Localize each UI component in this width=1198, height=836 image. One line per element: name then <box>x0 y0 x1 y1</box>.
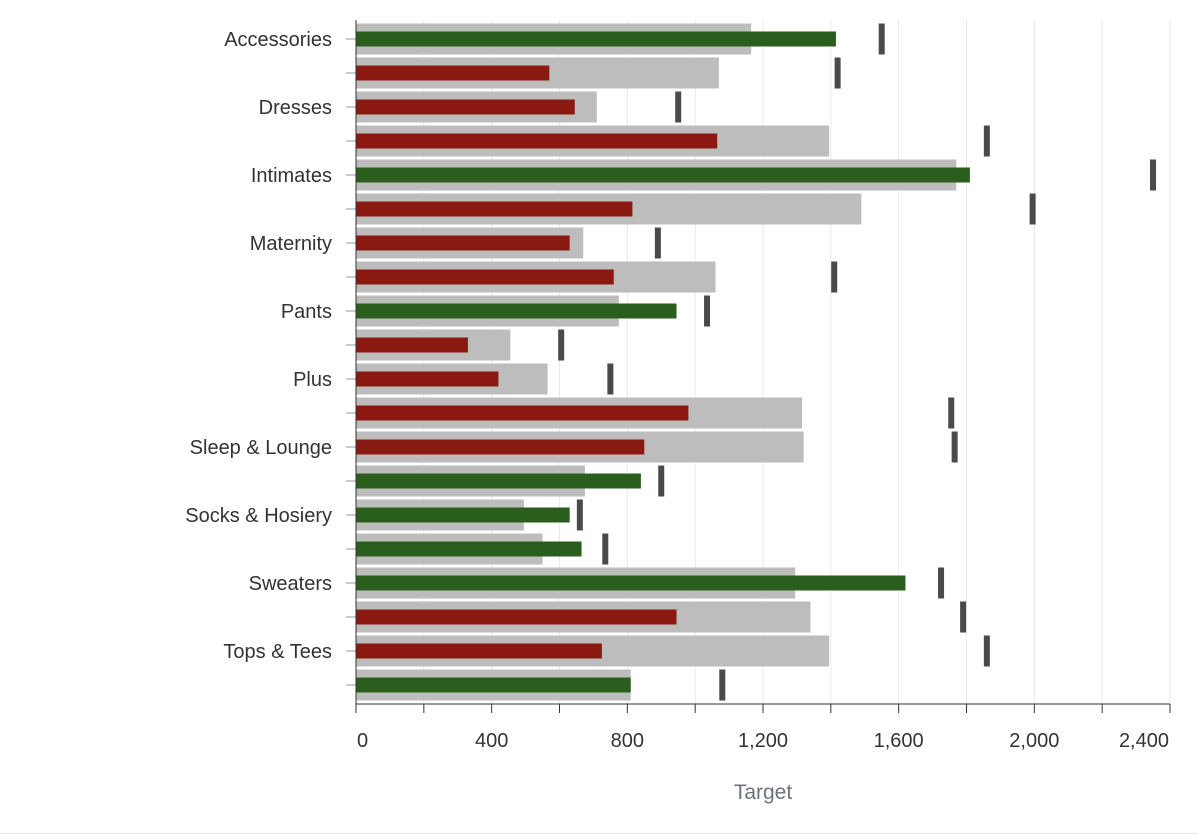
target-marker <box>834 57 841 89</box>
target-marker <box>704 295 711 327</box>
y-tick-label: Plus <box>293 369 332 391</box>
y-tick-label: Pants <box>281 301 332 323</box>
target-marker <box>878 23 885 55</box>
target-marker <box>1029 193 1036 225</box>
y-tick-label: Dresses <box>259 97 332 119</box>
value-bar-above-target <box>356 541 582 557</box>
target-marker <box>983 635 990 667</box>
target-marker <box>607 363 614 395</box>
value-bar-below-target <box>356 643 602 659</box>
value-bar-below-target <box>356 133 718 149</box>
value-bar-below-target <box>356 269 614 285</box>
target-marker <box>951 431 958 463</box>
target-marker <box>948 397 955 429</box>
value-bar-above-target <box>356 167 970 183</box>
target-marker <box>576 499 583 531</box>
x-tick-label: 2,000 <box>1009 730 1059 752</box>
y-tick-label: Sweaters <box>249 573 332 595</box>
x-tick-label: 1,600 <box>874 730 924 752</box>
x-tick-label: 0 <box>357 730 368 752</box>
value-bar-above-target <box>356 473 641 489</box>
target-marker <box>558 329 565 361</box>
target-marker <box>983 125 990 157</box>
x-axis-title: Target <box>734 781 793 804</box>
target-marker <box>658 465 665 497</box>
value-bar-below-target <box>356 337 468 353</box>
y-tick-label: Accessories <box>224 29 332 51</box>
value-bar-below-target <box>356 99 575 115</box>
y-tick-label: Sleep & Lounge <box>190 437 332 459</box>
value-bar-above-target <box>356 303 677 319</box>
y-tick-label: Tops & Tees <box>223 641 332 663</box>
value-bar-below-target <box>356 201 633 217</box>
value-bar-above-target <box>356 575 906 591</box>
value-bar-above-target <box>356 31 836 47</box>
target-marker <box>675 91 682 123</box>
x-tick-label: 800 <box>611 730 644 752</box>
y-tick-label: Socks & Hosiery <box>185 505 332 527</box>
target-marker <box>938 567 945 599</box>
y-tick-label: Maternity <box>250 233 332 255</box>
value-bar-above-target <box>356 507 570 523</box>
target-marker <box>1150 159 1157 191</box>
target-marker <box>654 227 661 259</box>
x-tick-label: 2,400 <box>1119 730 1169 752</box>
value-bar-above-target <box>356 677 631 693</box>
value-bar-below-target <box>356 371 499 387</box>
target-marker <box>831 261 838 293</box>
value-bar-below-target <box>356 235 570 251</box>
value-bar-below-target <box>356 405 689 421</box>
axes-layer: Accessories Dresses Intimates Maternity Pant… <box>185 20 1171 752</box>
y-tick-label: Intimates <box>251 165 332 187</box>
x-tick-label: 1,200 <box>738 730 788 752</box>
x-tick-label: 400 <box>475 730 508 752</box>
value-bar-below-target <box>356 65 550 81</box>
bottom-divider <box>0 833 1198 834</box>
target-marker <box>602 533 609 565</box>
target-marker <box>719 669 726 701</box>
value-bar-below-target <box>356 439 645 455</box>
x-gridlines <box>423 20 1171 704</box>
value-bar-below-target <box>356 609 677 625</box>
target-marker <box>960 601 967 633</box>
bars-layer <box>356 23 1157 701</box>
